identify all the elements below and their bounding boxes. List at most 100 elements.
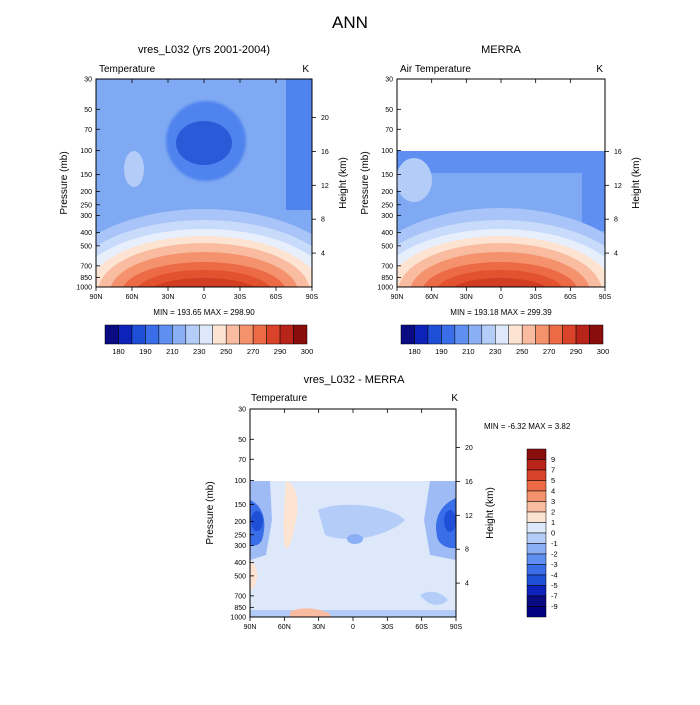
y-tick-label: 30 bbox=[238, 407, 246, 414]
colorbar-swatch bbox=[508, 324, 523, 345]
colorbar-swatch bbox=[526, 532, 547, 544]
height-tick-label: 20 bbox=[321, 115, 329, 122]
x-tick-label: 90S bbox=[450, 624, 463, 631]
colorbar-swatch bbox=[526, 595, 547, 607]
height-tick-label: 12 bbox=[321, 183, 329, 190]
colorbar-swatch bbox=[526, 574, 547, 586]
colorbar-swatch bbox=[468, 324, 483, 345]
colorbar-swatch bbox=[158, 324, 173, 345]
panel-diff-colorbar: 9 75 43 21 0-1 -2-3 -4-5 -7-9 bbox=[526, 448, 558, 618]
panel-model-y-label: Pressure (mb) bbox=[59, 151, 70, 214]
y-tick-label: 850 bbox=[234, 605, 246, 612]
y-tick-label: 70 bbox=[238, 457, 246, 464]
x-tick-label: 30S bbox=[381, 624, 394, 631]
colorbar-label: 290 bbox=[570, 347, 583, 356]
colorbar-swatch bbox=[589, 324, 604, 345]
y-tick-label: 100 bbox=[80, 148, 92, 155]
y-tick-label: 50 bbox=[385, 107, 393, 114]
colorbar-label: 5 bbox=[551, 476, 555, 485]
panel-merra-y2-label: Height (km) bbox=[631, 157, 642, 209]
y-tick-label: 70 bbox=[385, 127, 393, 134]
colorbar-label: 9 bbox=[551, 455, 555, 464]
panel-model-title: vres_L032 (yrs 2001-2004) bbox=[138, 44, 270, 56]
colorbar-label: 190 bbox=[435, 347, 448, 356]
panel-diff-stats: MIN = -6.32 MAX = 3.82 bbox=[484, 422, 571, 431]
panel-model-contours bbox=[96, 79, 312, 287]
colorbar-label: -4 bbox=[551, 571, 558, 580]
colorbar-label: 210 bbox=[166, 347, 179, 356]
colorbar-label: 230 bbox=[193, 347, 206, 356]
x-tick-label: 30N bbox=[460, 294, 473, 301]
panel-model-y2-label: Height (km) bbox=[338, 157, 349, 209]
x-tick-label: 30S bbox=[234, 294, 247, 301]
x-tick-label: 90S bbox=[306, 294, 319, 301]
panel-merra-stats: MIN = 193.18 MAX = 299.39 bbox=[450, 308, 552, 317]
x-tick-label: 30N bbox=[312, 624, 325, 631]
colorbar-swatch bbox=[526, 490, 547, 502]
x-tick-label: 90N bbox=[244, 624, 257, 631]
colorbar-label: 7 bbox=[551, 466, 555, 475]
colorbar-swatch bbox=[185, 324, 200, 345]
y-tick-label: 500 bbox=[80, 243, 92, 250]
panel-diff-title: vres_L032 - MERRA bbox=[304, 374, 406, 386]
colorbar-label: 2 bbox=[551, 508, 555, 517]
panel-diff-contours bbox=[250, 409, 456, 617]
colorbar-label: 300 bbox=[301, 347, 314, 356]
colorbar-label: 250 bbox=[220, 347, 233, 356]
y-tick-label: 400 bbox=[234, 560, 246, 567]
colorbar-label: 250 bbox=[516, 347, 529, 356]
colorbar-swatch bbox=[199, 324, 213, 345]
panel-merra-colorbar: 180 190 210 230 250 270 290 300 bbox=[400, 324, 610, 356]
height-tick-label: 8 bbox=[614, 217, 618, 224]
colorbar-swatch bbox=[131, 324, 146, 345]
panel-diff: vres_L032 - MERRA Temperature K 90N 60N 30… bbox=[205, 374, 571, 631]
x-tick-label: 90N bbox=[391, 294, 404, 301]
x-tick-label: 90S bbox=[599, 294, 612, 301]
y-tick-label: 50 bbox=[84, 107, 92, 114]
colorbar-label: 190 bbox=[139, 347, 152, 356]
colorbar-label: 1 bbox=[551, 518, 555, 527]
x-tick-label: 0 bbox=[499, 294, 503, 301]
y-tick-label: 400 bbox=[80, 230, 92, 237]
panel-model-right-label: K bbox=[302, 64, 309, 75]
panel-merra-contours bbox=[397, 79, 605, 287]
colorbar-label: 300 bbox=[597, 347, 610, 356]
panel-model-left-label: Temperature bbox=[99, 64, 156, 75]
colorbar-swatch bbox=[526, 480, 547, 492]
colorbar-swatch bbox=[104, 324, 119, 345]
colorbar-swatch bbox=[441, 324, 456, 345]
x-tick-label: 60N bbox=[278, 624, 291, 631]
colorbar-swatch bbox=[414, 324, 429, 345]
y-tick-label: 500 bbox=[234, 573, 246, 580]
y-tick-label: 1000 bbox=[76, 285, 92, 292]
colorbar-swatch bbox=[212, 324, 227, 345]
panel-diff-right-label: K bbox=[451, 393, 458, 404]
colorbar-label: 0 bbox=[551, 529, 555, 538]
y-tick-label: 850 bbox=[80, 275, 92, 282]
panel-diff-y2-label: Height (km) bbox=[485, 487, 496, 539]
colorbar-swatch bbox=[495, 324, 509, 345]
colorbar-swatch bbox=[526, 522, 547, 534]
colorbar-label: 180 bbox=[112, 347, 125, 356]
height-tick-label: 20 bbox=[465, 445, 473, 452]
y-tick-label: 200 bbox=[381, 189, 393, 196]
colorbar-swatch bbox=[526, 469, 547, 481]
colorbar-swatch bbox=[400, 324, 415, 345]
colorbar-swatch bbox=[535, 324, 550, 345]
y-tick-label: 300 bbox=[381, 213, 393, 220]
y-tick-label: 150 bbox=[381, 172, 393, 179]
y-tick-label: 850 bbox=[381, 275, 393, 282]
x-tick-label: 60N bbox=[425, 294, 438, 301]
colorbar-label: 290 bbox=[274, 347, 287, 356]
height-tick-label: 8 bbox=[321, 217, 325, 224]
x-tick-label: 60S bbox=[564, 294, 577, 301]
y-tick-label: 1000 bbox=[230, 615, 246, 622]
colorbar-swatch bbox=[526, 448, 547, 460]
x-tick-label: 60S bbox=[415, 624, 428, 631]
height-tick-label: 4 bbox=[614, 251, 618, 258]
x-tick-label: 60S bbox=[270, 294, 283, 301]
height-tick-label: 16 bbox=[321, 149, 329, 156]
y-tick-label: 500 bbox=[381, 243, 393, 250]
y-tick-label: 100 bbox=[381, 148, 393, 155]
colorbar-swatch bbox=[239, 324, 254, 345]
